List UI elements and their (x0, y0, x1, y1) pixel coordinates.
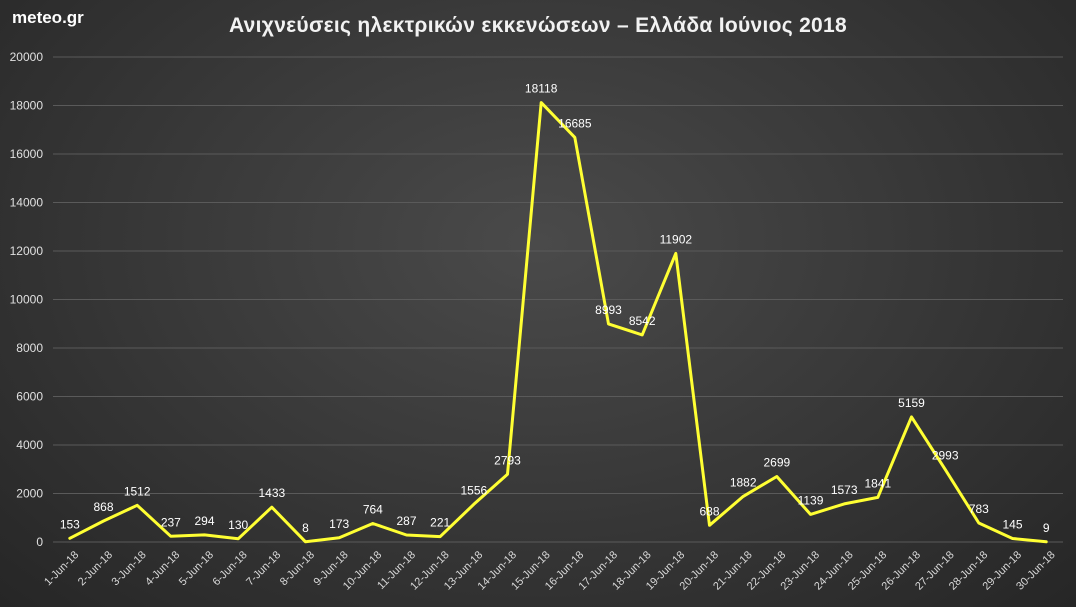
data-label: 153 (60, 517, 80, 531)
x-tick-label: 1-Jun-18 (42, 549, 81, 588)
brand-logo: meteo.gr (12, 8, 84, 27)
data-label: 2793 (494, 453, 521, 467)
data-label: 8542 (629, 314, 656, 328)
series-line (68, 101, 1048, 544)
y-tick-label: 6000 (16, 390, 43, 404)
x-tick-label: 8-Jun-18 (278, 549, 317, 588)
data-label: 16685 (558, 116, 592, 130)
data-label: 287 (396, 514, 416, 528)
data-label: 1139 (798, 493, 824, 507)
y-tick-label: 8000 (16, 341, 43, 355)
y-tick-label: 12000 (10, 244, 44, 258)
data-label: 1512 (124, 484, 151, 498)
data-label: 221 (430, 516, 450, 530)
data-label: 173 (329, 517, 349, 531)
data-label: 1433 (258, 486, 285, 500)
y-tick-label: 0 (36, 535, 43, 549)
data-label: 8993 (595, 303, 622, 317)
data-label: 237 (161, 515, 181, 529)
x-tick-label: 3-Jun-18 (110, 549, 149, 588)
y-tick-label: 2000 (16, 487, 43, 501)
data-label: 8 (302, 521, 309, 535)
data-label: 9 (1043, 521, 1050, 535)
y-tick-label: 14000 (10, 196, 44, 210)
x-tick-label: 6-Jun-18 (211, 549, 250, 588)
data-label: 145 (1002, 517, 1022, 531)
data-label: 1556 (460, 483, 487, 497)
data-label: 11902 (660, 232, 693, 246)
x-tick-label: 5-Jun-18 (177, 549, 216, 588)
data-label: 2993 (932, 448, 959, 462)
data-label: 868 (93, 500, 113, 514)
data-label: 764 (363, 502, 383, 516)
data-label: 1573 (831, 483, 858, 497)
data-label: 294 (194, 514, 214, 528)
x-tick-label: 2-Jun-18 (76, 549, 115, 588)
y-tick-label: 10000 (10, 293, 44, 307)
data-label: 1882 (730, 475, 757, 489)
x-tick-label: 7-Jun-18 (244, 549, 283, 588)
y-tick-label: 16000 (10, 147, 44, 161)
y-tick-label: 4000 (16, 438, 43, 452)
chart-title: Ανιχνεύσεις ηλεκτρικών εκκενώσεων – Ελλά… (229, 14, 847, 37)
x-tick-label: 4-Jun-18 (143, 549, 182, 588)
y-tick-label: 18000 (10, 99, 44, 113)
data-label: 2699 (763, 456, 790, 470)
data-label: 1841 (864, 476, 891, 490)
y-tick-label: 20000 (10, 50, 44, 64)
data-label: 5159 (898, 396, 925, 410)
data-label: 783 (969, 502, 989, 516)
data-label: 18118 (525, 82, 558, 96)
data-label: 688 (699, 504, 719, 518)
data-label: 130 (228, 518, 248, 532)
